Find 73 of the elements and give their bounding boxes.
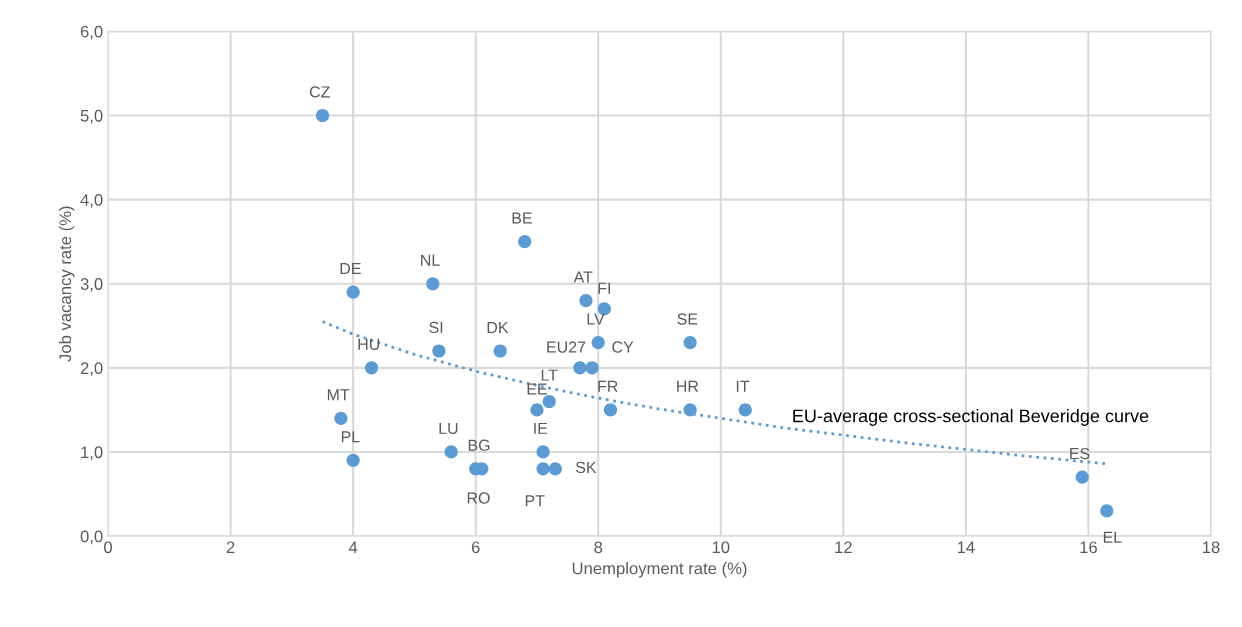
data-label: LT xyxy=(541,369,558,381)
y-tick-label: 6,0 xyxy=(80,25,103,40)
point xyxy=(1075,470,1089,484)
x-tick-label: 2 xyxy=(226,541,235,554)
point xyxy=(315,108,330,123)
point xyxy=(426,277,440,291)
point xyxy=(334,411,348,425)
y-tick-label: 3,0 xyxy=(80,278,103,292)
x-tick-label: 0 xyxy=(104,541,113,554)
x-tick-label: 16 xyxy=(1080,541,1097,554)
x-tick-label: 18 xyxy=(1202,541,1220,554)
data-label: SI xyxy=(429,321,443,334)
x-tick-label: 10 xyxy=(712,541,730,554)
point xyxy=(591,336,605,350)
data-label: MT xyxy=(327,389,350,401)
series-label: EU-average cross-sectional Beveridge curve xyxy=(793,409,1149,426)
point xyxy=(585,361,599,375)
point xyxy=(536,445,550,459)
data-label: EU27 xyxy=(547,341,586,353)
data-label: IT xyxy=(736,380,750,392)
data-label: PT xyxy=(525,495,545,507)
data-label: CY xyxy=(612,341,634,353)
data-label: SE xyxy=(677,313,698,325)
data-label: EE xyxy=(527,383,547,395)
data-label: DK xyxy=(487,321,509,333)
x-tick-label: 4 xyxy=(348,541,358,554)
point xyxy=(683,336,697,350)
point xyxy=(542,394,556,409)
point xyxy=(346,453,360,467)
data-label: EL xyxy=(1103,531,1122,543)
point xyxy=(518,235,532,249)
data-label: SK xyxy=(575,461,597,474)
data-label: BG xyxy=(468,439,490,451)
data-label: HU xyxy=(358,338,380,350)
data-label: FR xyxy=(598,380,618,392)
point xyxy=(536,462,550,476)
x-tick-label: 14 xyxy=(957,541,975,554)
point xyxy=(364,361,379,375)
point xyxy=(444,445,458,459)
x-axis-title: Unemployment rate (%) xyxy=(572,562,747,578)
data-label: NL xyxy=(421,254,440,266)
x-tick-label: 6 xyxy=(471,541,480,554)
data-label: AT xyxy=(573,271,593,283)
data-label: ES xyxy=(1070,447,1090,460)
point xyxy=(683,403,697,417)
point xyxy=(432,344,446,358)
point xyxy=(738,403,752,417)
data-label: DE xyxy=(340,263,361,275)
data-label: PL xyxy=(341,431,360,443)
point xyxy=(346,285,360,299)
y-tick-label: 1,0 xyxy=(81,446,103,461)
data-label: IE xyxy=(534,422,548,434)
point xyxy=(1100,504,1114,518)
point xyxy=(493,344,507,358)
data-label: HR xyxy=(677,380,699,392)
y-axis-title: Job vacancy rate (%) xyxy=(58,206,75,362)
x-tick-label: 8 xyxy=(594,541,603,554)
data-label: LV xyxy=(587,313,605,325)
data-label: BE xyxy=(512,212,532,224)
y-tick-label: 2,0 xyxy=(80,362,103,377)
data-label: RO xyxy=(467,492,490,504)
point xyxy=(530,403,544,417)
point xyxy=(548,462,562,476)
data-label: CZ xyxy=(309,86,330,98)
y-tick-label: 0,0 xyxy=(80,530,103,545)
x-tick-label: 12 xyxy=(835,541,852,554)
data-label: FI xyxy=(598,282,610,294)
data-label: LU xyxy=(439,422,458,435)
point xyxy=(603,403,618,417)
y-tick-label: 5,0 xyxy=(80,109,103,124)
point xyxy=(579,293,593,308)
point xyxy=(573,361,587,375)
y-tick-label: 4,0 xyxy=(80,194,103,208)
